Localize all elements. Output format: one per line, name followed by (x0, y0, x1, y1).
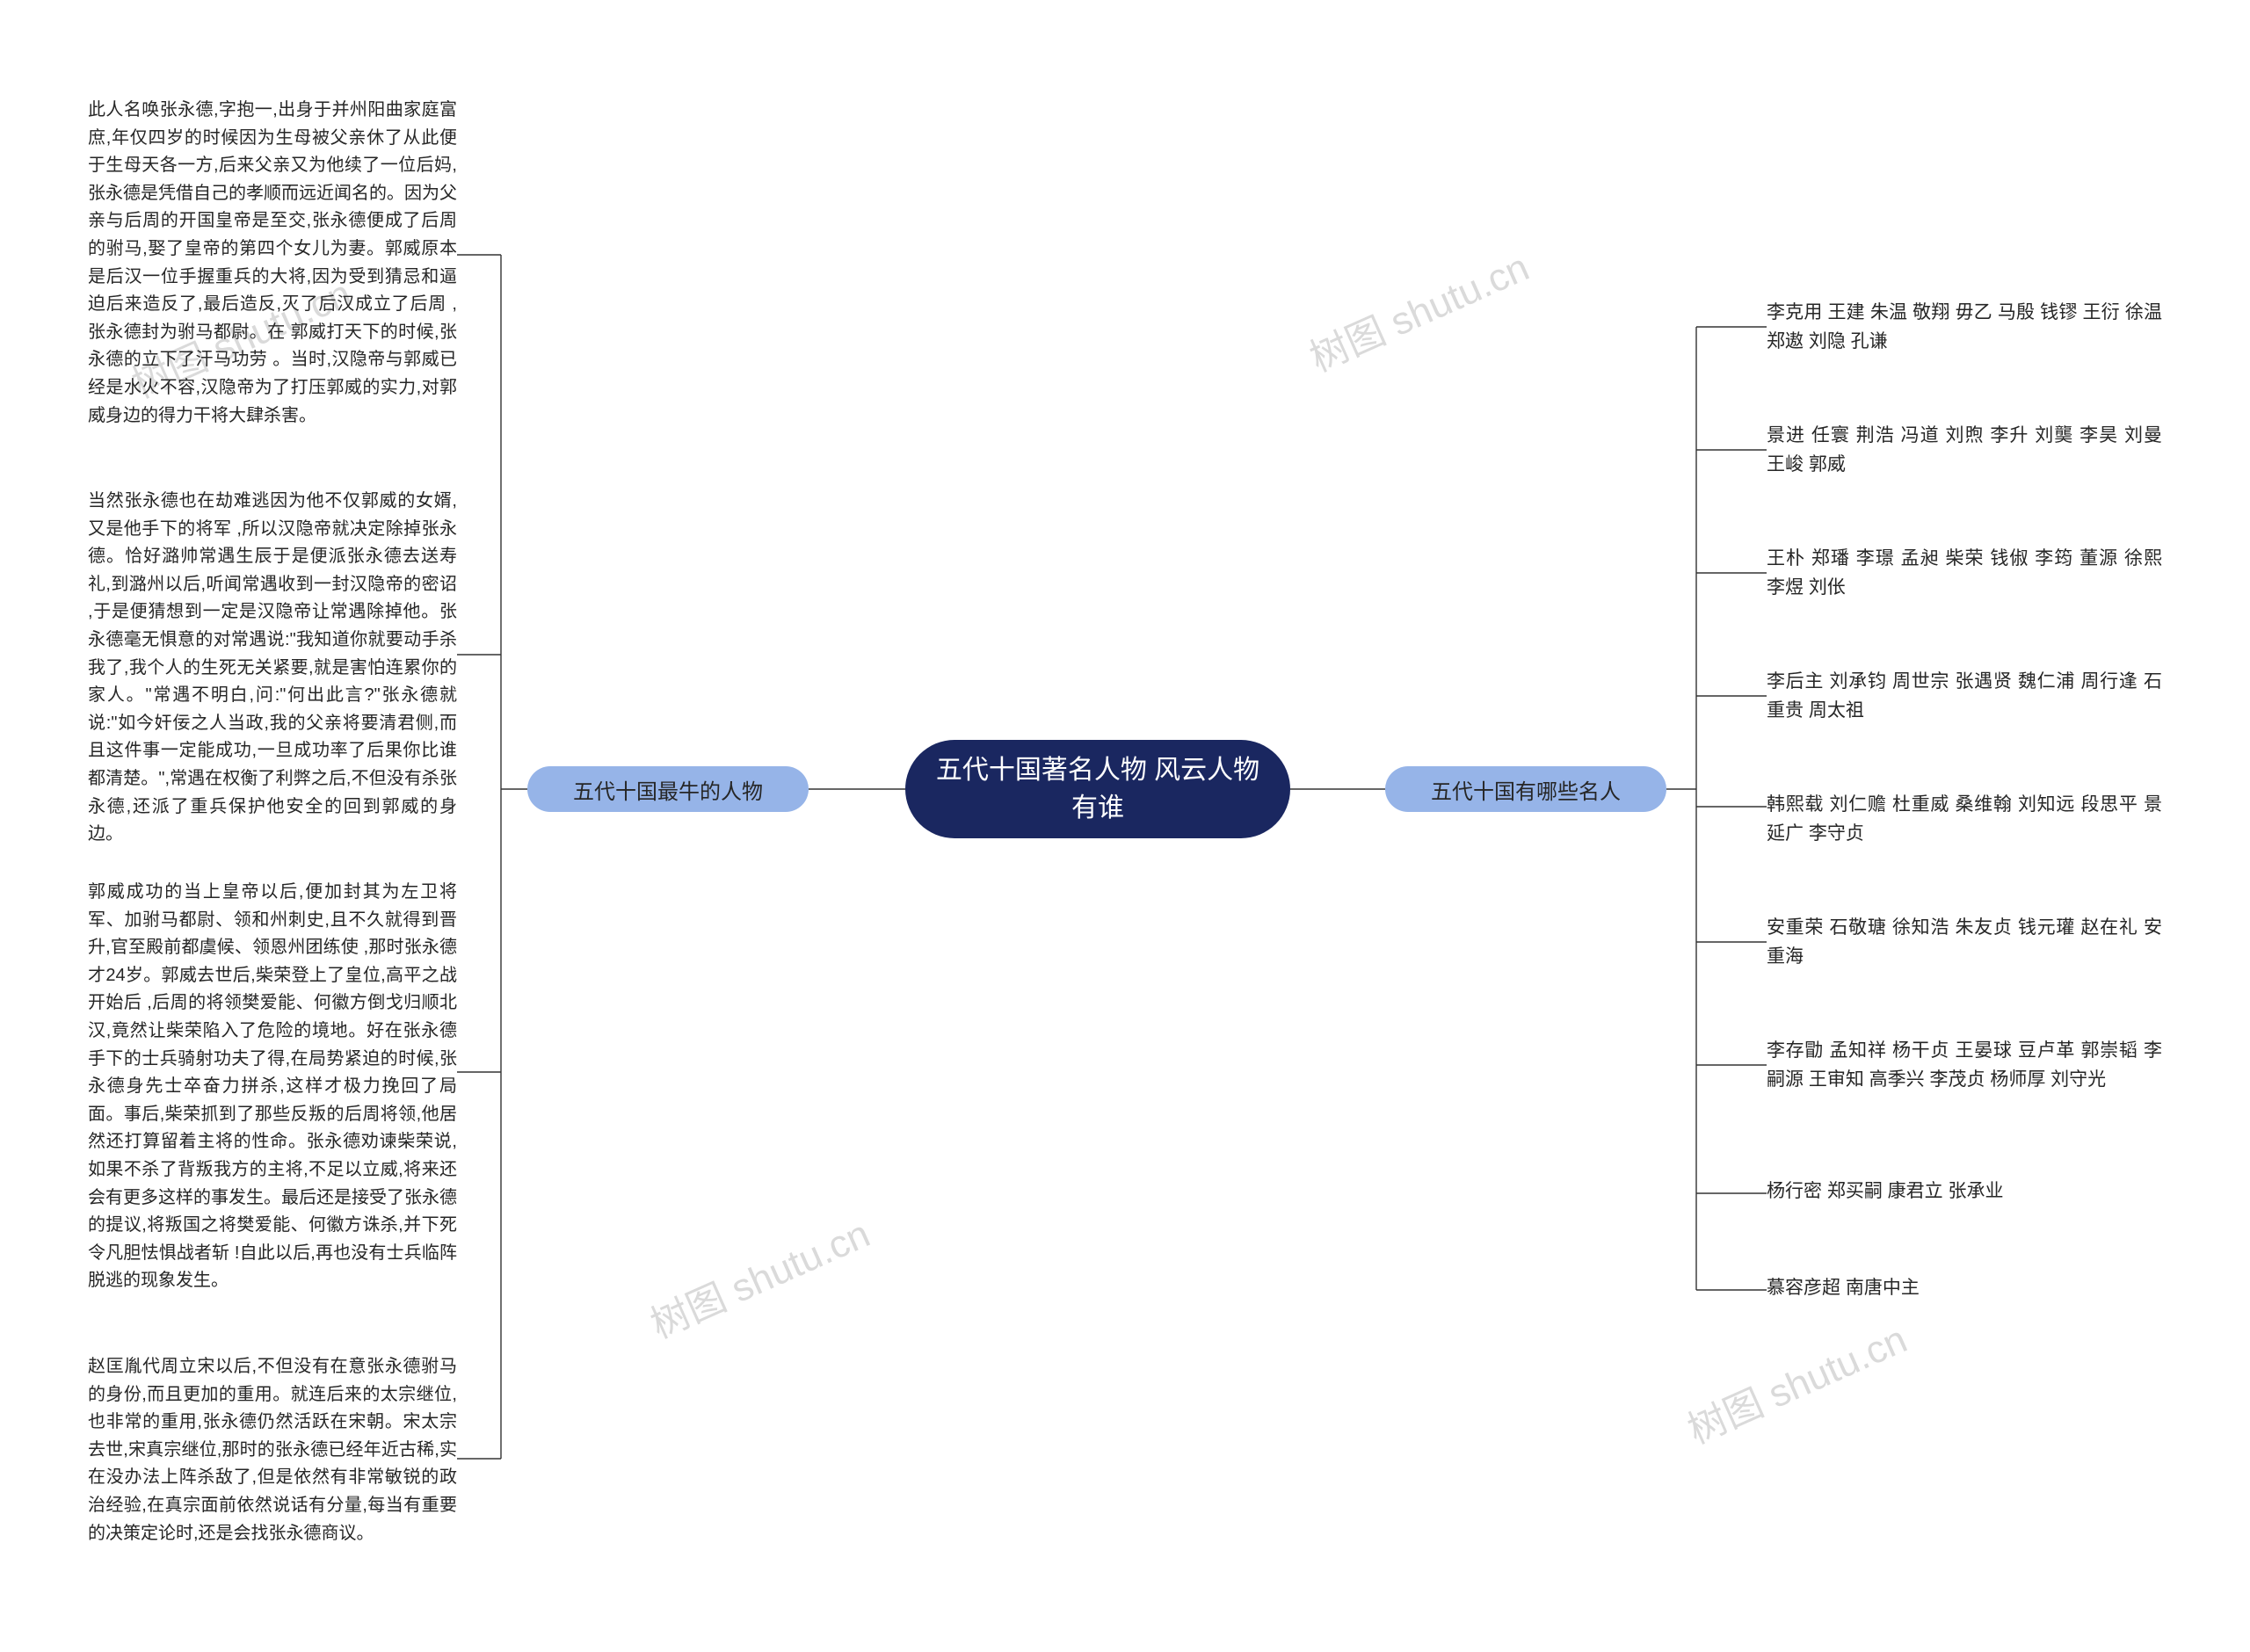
right-leaf: 安重荣 石敬瑭 徐知浩 朱友贞 钱元瓘 赵在礼 安重海 (1767, 914, 2162, 971)
right-leaf: 景进 任寰 荆浩 冯道 刘煦 李升 刘龑 李昊 刘曼 王峻 郭威 (1767, 422, 2162, 479)
center-node[interactable]: 五代十国著名人物 风云人物有谁 (905, 740, 1290, 838)
right-leaf: 慕容彦超 南唐中主 (1767, 1274, 2162, 1303)
right-leaf: 杨行密 郑买嗣 康君立 张承业 (1767, 1177, 2162, 1206)
branch-right[interactable]: 五代十国有哪些名人 (1385, 766, 1666, 812)
right-leaf: 王朴 郑璠 李璟 孟昶 柴荣 钱俶 李筠 董源 徐熙 李煜 刘伥 (1767, 545, 2162, 602)
mindmap-canvas: 树图 shutu.cn 树图 shutu.cn 树图 shutu.cn 树图 s… (0, 0, 2250, 1652)
watermark: 树图 shutu.cn (1678, 1308, 1915, 1455)
center-title: 五代十国著名人物 风云人物有谁 (930, 751, 1266, 828)
left-leaf: 此人名唤张永德,字抱一,出身于并州阳曲家庭富庶,年仅四岁的时候因为生母被父亲休了… (88, 97, 457, 430)
right-leaf: 李存勖 孟知祥 杨干贞 王晏球 豆卢革 郭崇韬 李嗣源 王审知 高季兴 李茂贞 … (1767, 1037, 2162, 1094)
watermark: 树图 shutu.cn (641, 1203, 878, 1350)
branch-left-label: 五代十国最牛的人物 (573, 774, 763, 805)
right-leaf: 李后主 刘承钧 周世宗 张遇贤 魏仁浦 周行逢 石重贵 周太祖 (1767, 668, 2162, 725)
left-leaf: 赵匡胤代周立宋以后,不但没有在意张永德驸马的身份,而且更加的重用。就连后来的太宗… (88, 1353, 457, 1547)
left-leaf: 当然张永德也在劫难逃因为他不仅郭威的女婿,又是他手下的将军 ,所以汉隐帝就决定除… (88, 488, 457, 849)
right-leaf: 韩熙载 刘仁赡 杜重威 桑维翰 刘知远 段思平 景延广 李守贞 (1767, 791, 2162, 848)
left-leaf: 郭威成功的当上皇帝以后,便加封其为左卫将军、加驸马都尉、领和州刺史,且不久就得到… (88, 879, 457, 1295)
watermark: 树图 shutu.cn (1300, 236, 1537, 383)
right-leaf: 李克用 王建 朱温 敬翔 毋乙 马殷 钱镠 王衍 徐温 郑遨 刘隐 孔谦 (1767, 299, 2162, 356)
branch-right-label: 五代十国有哪些名人 (1431, 774, 1621, 805)
branch-left[interactable]: 五代十国最牛的人物 (527, 766, 809, 812)
